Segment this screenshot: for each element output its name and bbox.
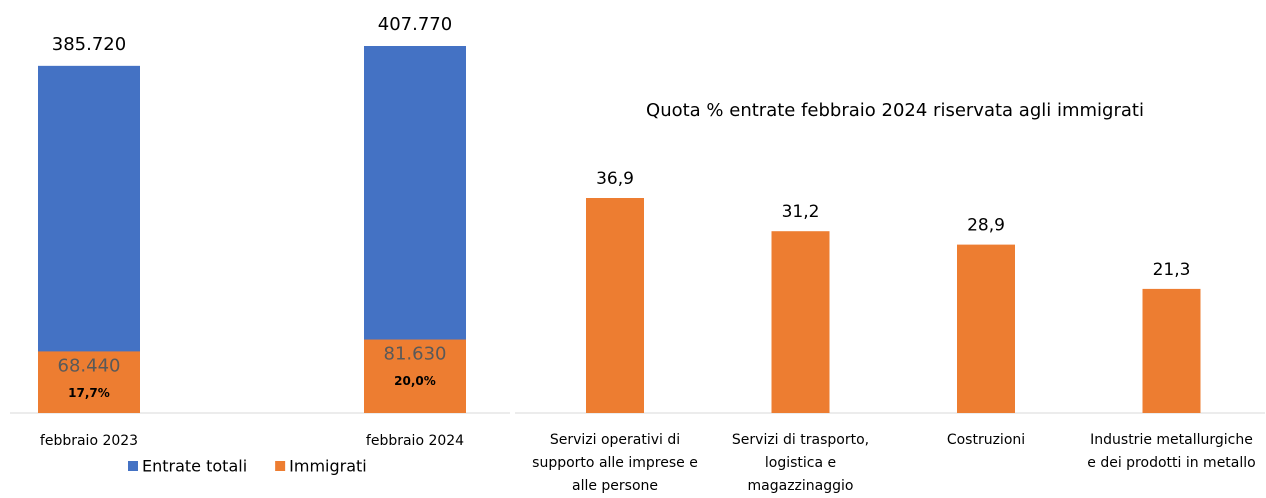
value-label: 28,9 [967,216,1005,236]
x-tick-label: Servizi operativi di supporto alle impre… [532,432,698,494]
x-tick-label: Industrie metallurgiche e dei prodotti i… [1087,432,1256,471]
legend-label: Immigrati [289,457,367,476]
bar [957,244,1015,413]
bar [364,339,466,413]
chart-title: Quota % entrate febbraio 2024 riservata … [646,100,1144,121]
x-tick-label: Servizi di trasporto, logistica e magazz… [731,432,870,494]
bar [771,231,830,413]
bar [1142,288,1201,413]
value-label: 385.720 [52,34,126,55]
annotation: 20,0% [394,374,436,388]
value-label: 407.770 [378,14,452,35]
x-tick-label: Costruzioni [946,432,1026,448]
value-label: 36,9 [596,169,634,189]
legend-swatch [275,461,286,471]
value-label: 68.440 [58,355,121,376]
x-tick-label: febbraio 2023 [40,433,138,449]
legend-label: Entrate totali [142,457,247,476]
legend-swatch [128,461,138,471]
bar [38,351,140,413]
value-label: 31,2 [782,202,820,222]
value-label: 21,3 [1153,260,1191,280]
value-label: 81.630 [384,344,447,365]
bar [586,198,644,413]
x-tick-label: febbraio 2024 [366,433,464,449]
annotation: 17,7% [68,386,110,400]
